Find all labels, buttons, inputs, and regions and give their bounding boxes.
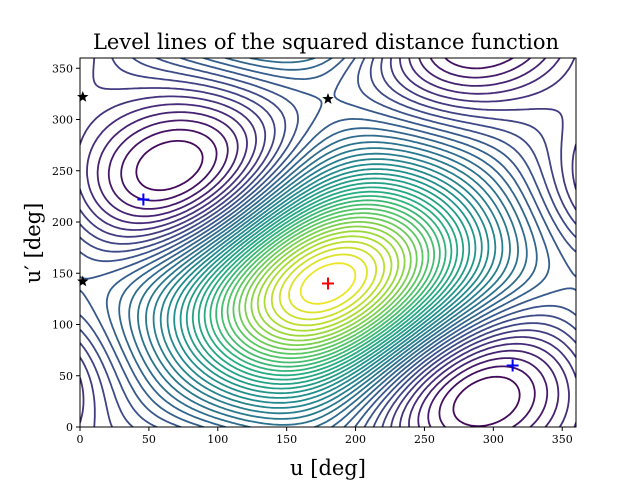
minimum-marker (506, 359, 519, 372)
contour-level (80, 58, 576, 427)
y-tick-label: 350 (52, 62, 73, 75)
y-tick-label: 150 (52, 267, 73, 280)
contour-level (256, 230, 400, 337)
saddle-marker (322, 93, 334, 104)
x-axis-ticks: 0 50 100 150 200 250 300 350 (77, 427, 573, 446)
contour-level (137, 141, 519, 426)
y-tick-label: 250 (52, 165, 73, 178)
contour-level (226, 207, 430, 360)
contour-lines (80, 58, 576, 427)
saddle-marker (77, 90, 89, 102)
chart-title: Level lines of the squared distance func… (93, 30, 559, 54)
contour-level (232, 212, 424, 355)
contour-level (80, 58, 576, 427)
x-axis-label: u [deg] (290, 456, 366, 480)
contour-level (203, 190, 453, 377)
contour-level (86, 58, 570, 427)
contour-level (179, 172, 477, 395)
contour-level (250, 225, 406, 342)
contour-level (96, 58, 560, 427)
contour-level (263, 235, 393, 332)
contour-level (80, 58, 576, 427)
plot-frame (79, 57, 577, 428)
y-tick-label: 300 (52, 114, 73, 127)
contour-level (80, 58, 576, 427)
x-tick-label: 150 (276, 433, 297, 446)
contour-level (128, 58, 528, 427)
contour-level (105, 58, 551, 427)
y-axis-label: u′ [deg] (21, 203, 45, 284)
contour-level (159, 158, 497, 409)
contour-level (120, 58, 536, 427)
critical-point-markers (77, 90, 519, 372)
contour-level (80, 58, 576, 427)
contour-level (80, 58, 576, 427)
contour-level (107, 58, 549, 427)
contour-level (185, 177, 471, 390)
contour-level (221, 203, 435, 364)
contour-level (173, 168, 483, 399)
contour-level (135, 140, 521, 427)
contour-level (270, 240, 386, 327)
contour-level (238, 216, 418, 351)
contour-level (244, 221, 412, 346)
maximum-marker (322, 277, 334, 290)
x-tick-label: 200 (345, 433, 366, 446)
x-tick-label: 350 (552, 433, 573, 446)
x-tick-label: 50 (142, 433, 156, 446)
contour-level (215, 199, 441, 368)
contour-level (278, 246, 378, 321)
y-tick-label: 100 (52, 319, 73, 332)
contour-level (118, 58, 538, 427)
contour-level (209, 195, 447, 372)
saddle-marker (77, 275, 89, 287)
contour-level (197, 186, 459, 381)
contour-level (152, 152, 504, 415)
x-tick-label: 250 (414, 433, 435, 446)
contour-level (299, 262, 357, 305)
y-tick-label: 200 (52, 216, 73, 229)
x-tick-label: 100 (207, 433, 228, 446)
minimum-marker (137, 193, 150, 206)
y-tick-label: 0 (66, 421, 73, 434)
contour-level (191, 182, 465, 385)
contour-level (145, 147, 511, 420)
x-tick-label: 300 (483, 433, 504, 446)
y-tick-label: 50 (59, 370, 73, 383)
y-axis-ticks: 0 50 100 150 200 250 300 350 (52, 62, 80, 434)
contour-level (288, 253, 368, 314)
contour-level (166, 163, 490, 404)
x-tick-label: 0 (77, 433, 84, 446)
